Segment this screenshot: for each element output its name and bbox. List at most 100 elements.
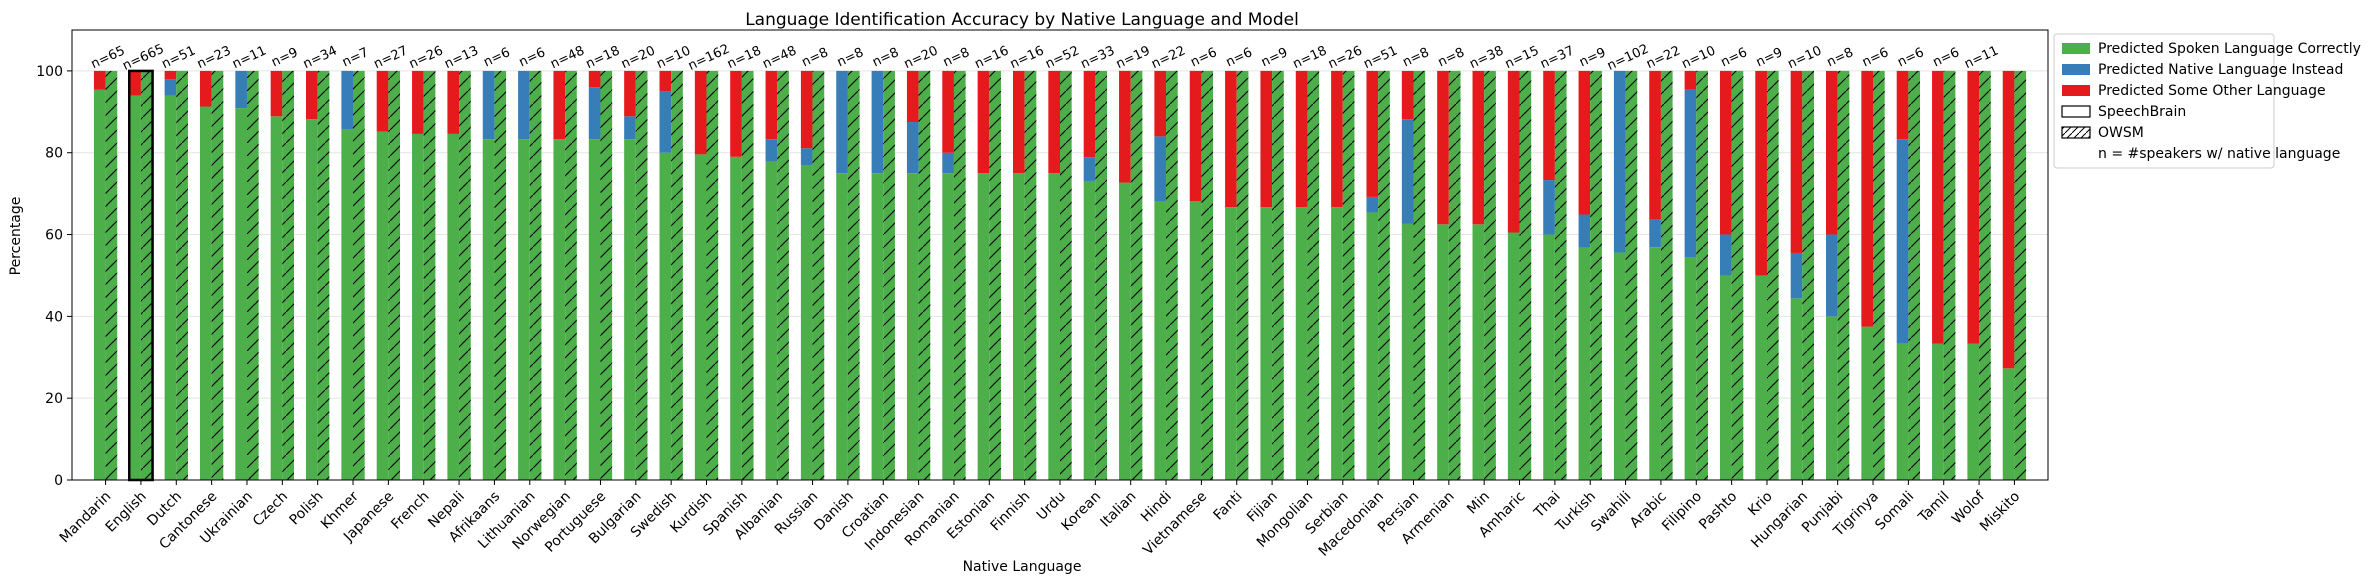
y-tick-label: 60 xyxy=(45,228,63,244)
x-tick-label: Tamil xyxy=(1915,489,1953,527)
n-label: n=19 xyxy=(1114,43,1153,72)
speechbrain-bar-correct xyxy=(871,173,884,480)
n-label: n=16 xyxy=(1008,43,1047,72)
legend-label-other: Predicted Some Other Language xyxy=(2098,83,2326,99)
n-label: n=27 xyxy=(372,43,411,72)
speechbrain-bar-other xyxy=(412,70,424,134)
n-label: n=23 xyxy=(195,43,234,72)
speechbrain-bar-native xyxy=(1083,157,1096,181)
n-label: n=52 xyxy=(1043,43,1082,72)
legend-label-speechbrain: SpeechBrain xyxy=(2098,104,2186,120)
n-label: n=13 xyxy=(442,43,481,72)
owsm-bar-hatch xyxy=(1660,70,1673,480)
bars xyxy=(93,69,2027,482)
x-tick-label: Swahili xyxy=(1588,489,1634,535)
speechbrain-bar-correct xyxy=(730,156,742,480)
speechbrain-bar-native xyxy=(1154,136,1167,201)
speechbrain-bar-correct xyxy=(1119,182,1131,480)
speechbrain-bar-correct xyxy=(1543,234,1555,480)
n-label: n=18 xyxy=(1291,43,1330,72)
owsm-bar-hatch xyxy=(812,70,825,480)
n-label: n=9 xyxy=(1754,45,1785,70)
speechbrain-bar-correct xyxy=(482,139,495,480)
owsm-bar-hatch xyxy=(1554,70,1567,480)
n-label: n=48 xyxy=(760,43,799,72)
owsm-bar-hatch xyxy=(1201,70,1214,480)
x-tick-label: Korean xyxy=(1059,489,1105,535)
speechbrain-bar-other xyxy=(1366,70,1379,197)
y-tick-label: 40 xyxy=(45,309,63,325)
speechbrain-bar-other xyxy=(1932,70,1944,344)
speechbrain-bar-other xyxy=(1790,70,1803,253)
owsm-bar-hatch xyxy=(140,70,153,480)
speechbrain-bar-other xyxy=(306,70,318,120)
owsm-bar-hatch xyxy=(989,70,1001,480)
speechbrain-bar-correct xyxy=(906,173,919,480)
speechbrain-bar-correct xyxy=(659,152,672,480)
owsm-bar-hatch xyxy=(494,70,507,480)
speechbrain-bar-other xyxy=(1189,70,1202,201)
n-label: n=6 xyxy=(1224,45,1255,70)
n-label: n=11 xyxy=(1962,43,2001,72)
speechbrain-bar-native xyxy=(482,70,495,140)
x-tick-label: Filipino xyxy=(1659,489,1705,535)
legend-swatch-owsm xyxy=(2061,126,2091,139)
speechbrain-bar-other xyxy=(1048,70,1060,174)
n-label: n=8 xyxy=(1400,45,1431,70)
speechbrain-bar-native xyxy=(906,122,919,174)
legend-label-correct: Predicted Spoken Language Correctly xyxy=(2098,41,2361,57)
owsm-bar-hatch xyxy=(635,70,648,480)
speechbrain-bar-other xyxy=(800,70,813,149)
n-label: n=10 xyxy=(654,43,693,72)
speechbrain-bar-correct xyxy=(588,139,601,480)
speechbrain-bar-native xyxy=(836,70,848,174)
n-label: n=6 xyxy=(517,45,548,70)
legend-swatch-native xyxy=(2062,64,2090,75)
legend: Predicted Spoken Language Correctly Pred… xyxy=(2053,33,2361,169)
n-label: n=8 xyxy=(941,45,972,70)
speechbrain-bar-correct xyxy=(1401,223,1414,480)
speechbrain-bar-correct xyxy=(800,165,813,480)
x-tick-label: Czech xyxy=(250,489,291,530)
x-tick-label: Italian xyxy=(1097,489,1139,531)
n-label: n=16 xyxy=(972,43,1011,72)
x-tick-label: Fanti xyxy=(1210,489,1245,524)
speechbrain-bar-correct xyxy=(1790,298,1803,480)
x-tick-label: Mandarin xyxy=(57,489,115,547)
owsm-bar-hatch xyxy=(1484,70,1496,480)
speechbrain-bar-other xyxy=(1755,70,1767,276)
owsm-bar-hatch xyxy=(317,70,330,480)
y-tick-label: 80 xyxy=(45,146,63,162)
n-label: n=18 xyxy=(725,43,764,72)
n-label: n=38 xyxy=(1467,43,1506,72)
speechbrain-bar-native xyxy=(659,91,672,153)
speechbrain-bar-correct xyxy=(1260,207,1273,481)
speechbrain-bar-other xyxy=(1401,70,1414,120)
x-tick-label: Pashto xyxy=(1696,489,1740,533)
owsm-bar-hatch xyxy=(353,70,365,480)
speechbrain-bar-other xyxy=(624,70,636,117)
owsm-bar-hatch xyxy=(388,70,401,480)
speechbrain-bar-correct xyxy=(129,95,141,481)
speechbrain-bar-correct xyxy=(270,116,283,481)
speechbrain-bar-correct xyxy=(306,119,318,480)
x-axis-label: Native Language xyxy=(963,559,1082,575)
speechbrain-bar-native xyxy=(1649,219,1661,248)
owsm-bar-hatch xyxy=(1943,70,1956,480)
speechbrain-bar-correct xyxy=(1083,180,1096,481)
speechbrain-bar-other xyxy=(1578,70,1591,215)
speechbrain-bar-correct xyxy=(412,133,424,480)
owsm-bar-hatch xyxy=(953,70,966,480)
speechbrain-bar-other xyxy=(1295,70,1308,208)
n-label: n=8 xyxy=(799,45,830,70)
speechbrain-bar-other xyxy=(164,70,177,80)
owsm-bar-hatch xyxy=(1378,70,1390,480)
speechbrain-bar-correct xyxy=(977,173,990,480)
owsm-bar-hatch xyxy=(1130,70,1143,480)
owsm-bar-hatch xyxy=(1625,70,1638,480)
owsm-bar-hatch xyxy=(883,70,895,480)
speechbrain-bar-native xyxy=(164,79,177,96)
speechbrain-bar-other xyxy=(1896,70,1909,140)
speechbrain-bar-correct xyxy=(1189,201,1202,480)
y-tick-label: 0 xyxy=(54,473,63,489)
